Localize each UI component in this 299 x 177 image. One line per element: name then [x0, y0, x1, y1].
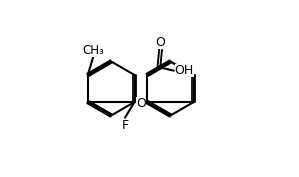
Text: F: F [121, 119, 129, 132]
Text: O: O [156, 36, 166, 49]
Text: OH: OH [175, 64, 194, 77]
Text: O: O [136, 97, 146, 110]
Text: CH₃: CH₃ [82, 44, 104, 57]
